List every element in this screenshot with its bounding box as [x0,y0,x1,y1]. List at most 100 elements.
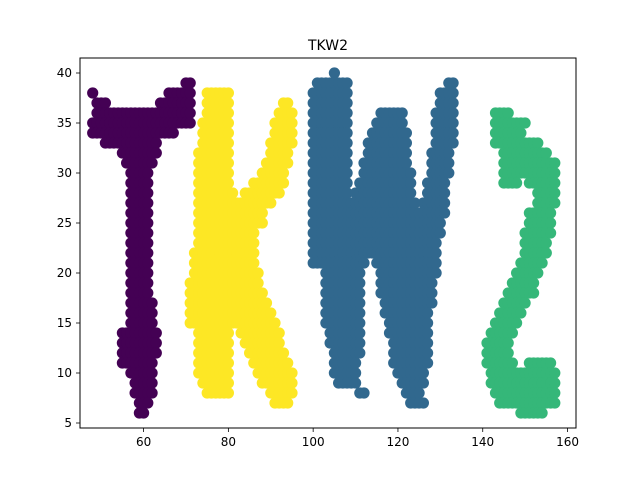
data-point [222,97,234,109]
y-axis: 5 10 15 20 25 30 35 40 [57,66,80,430]
data-point [400,127,412,139]
data-point [422,347,434,359]
data-point [184,87,196,99]
data-point [150,337,162,349]
data-point [341,117,353,129]
data-point [282,357,294,369]
data-point [142,187,154,199]
data-point [447,127,459,139]
data-point [341,77,353,89]
data-point [222,177,234,189]
data-point [222,127,234,139]
data-point [545,357,557,369]
data-point [142,277,154,289]
data-point [256,217,268,229]
data-point [422,317,434,329]
data-point [417,377,429,389]
data-point [248,237,260,249]
data-point [400,147,412,159]
data-point [447,87,459,99]
data-point [222,367,234,379]
data-point [222,117,234,129]
data-point [515,127,527,139]
data-point [549,177,561,189]
data-point [528,287,540,299]
data-point [138,407,150,419]
data-point [286,367,298,379]
data-point [146,367,158,379]
data-point [506,327,518,339]
x-tick-label: 80 [221,435,236,449]
data-point [354,347,366,359]
data-point [286,377,298,389]
data-point [413,387,425,399]
data-point [273,327,285,339]
y-tick-label: 5 [64,416,72,430]
data-point [142,227,154,239]
data-point [146,317,158,329]
data-point [549,377,561,389]
y-tick-label: 20 [57,266,72,280]
data-point [146,377,158,389]
data-point [426,277,438,289]
x-tick-label: 100 [302,435,325,449]
data-point [447,137,459,149]
data-point [545,227,557,239]
data-point [282,397,294,409]
data-point [277,167,290,179]
data-point [528,277,540,289]
data-point [150,347,162,359]
data-point [350,377,362,389]
data-point [184,117,196,129]
y-tick-label: 10 [57,366,72,380]
data-point [540,147,552,159]
data-point [545,207,557,219]
x-tick-label: 120 [386,435,409,449]
series-2 [481,107,561,419]
data-point [146,157,158,169]
data-point [447,107,459,119]
data-point [142,167,154,179]
data-point [540,237,552,249]
y-tick-label: 25 [57,216,72,230]
data-point [286,387,298,399]
data-point [222,167,234,179]
data-point [354,327,366,339]
plot-frame [79,57,577,429]
data-point [150,137,162,149]
data-point [248,227,260,239]
data-point [222,137,234,149]
data-point [142,197,154,209]
data-point [142,247,154,259]
data-point [252,277,264,289]
data-point [341,87,353,99]
data-point [447,97,459,109]
y-tick-label: 15 [57,316,72,330]
data-point [286,117,298,129]
data-point [150,147,162,159]
data-point [396,117,408,129]
data-point [439,207,451,219]
data-point [142,397,154,409]
data-point [354,337,366,349]
data-point [142,267,154,279]
data-point [350,357,362,369]
data-point [341,167,353,179]
data-point [430,237,442,249]
data-point [400,157,412,169]
data-point [405,167,417,179]
data-point [502,107,514,119]
data-point [273,337,285,349]
data-point [341,147,353,159]
data-point [443,167,455,179]
data-point [341,97,353,109]
data-point [256,207,268,219]
data-point [519,117,531,129]
data-point [184,107,196,119]
data-point [536,257,548,269]
data-point [515,307,527,319]
data-point [150,327,162,339]
data-point [536,407,548,419]
data-point [260,297,273,309]
data-point [341,177,353,189]
